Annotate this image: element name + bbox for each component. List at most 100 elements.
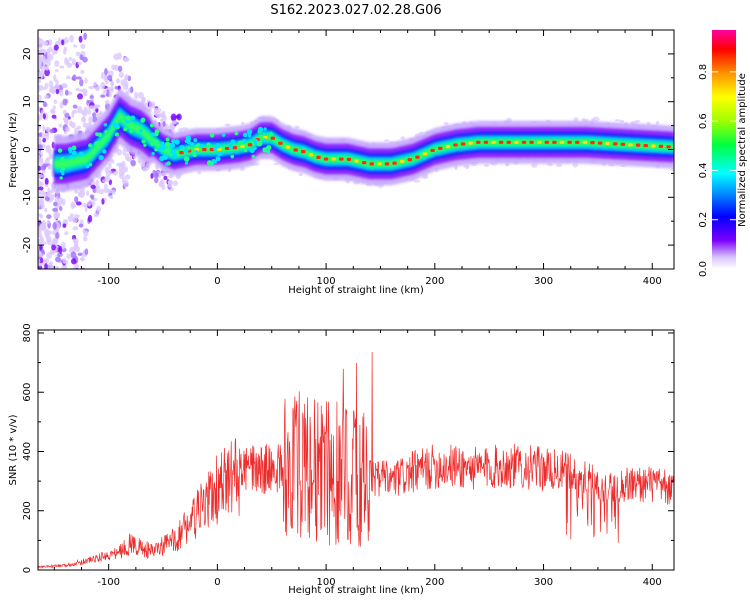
spectrogram-noise-blob [88,105,95,110]
spectrogram-noise-blob [53,44,59,51]
spectrogram-noise-blob [121,160,126,169]
colorbar-tick-label: 0.0 [698,261,709,277]
spectrogram-noise-blob [59,273,62,280]
spectrogram-noise-blob [39,181,44,186]
spectrogram-noise-blob [42,125,46,132]
spectrogram-peak [125,115,132,121]
spectrogram-peak [97,132,103,138]
spectrogram-noise-blob [137,91,144,99]
spectrogram-noise-blob [51,114,57,119]
spectrogram-noise-blob [55,212,61,219]
spectrogram-noise-blob [44,82,49,89]
spectrogram-noise-blob [90,184,96,189]
spectrogram-noise-blob [167,180,173,188]
spectrogram-peak [123,127,128,132]
spectrogram-noise-blob [123,179,129,188]
spectrogram-noise-blob [80,275,86,283]
spectrogram-noise-blob [80,43,86,49]
spectrogram-noise-blob [62,98,68,106]
spectrogram-noise-blob [80,278,86,284]
spectrogram-peak [251,154,255,159]
spectrogram-noise-blob [110,81,115,87]
spectrogram-noise-blob [46,275,49,279]
spectrogram-peak [183,148,189,153]
spectrogram-peak [199,143,204,149]
spectrogram-noise-blob [53,201,58,207]
spectrogram-noise-blob [93,104,100,109]
spectrogram-noise-blob [48,46,53,53]
spectrogram-noise-blob [124,174,131,180]
spectrogram-noise-blob [60,270,65,276]
spectrogram-noise-blob [50,187,55,194]
spectrogram-peak [174,139,180,145]
spectrogram-noise-blob [41,191,47,198]
spectrogram-noise-blob [96,205,101,213]
snr-ytick-label: 600 [22,383,33,402]
spectrogram-noise-blob [82,202,88,208]
spectrogram-noise-blob [52,278,58,282]
spectrogram-noise-blob [41,283,44,287]
spectrogram-peak [582,140,588,144]
spectrogram-ytick-label: -10 [22,189,33,205]
spectrogram-noise-blob [52,222,57,230]
spectrogram-noise-blob [400,136,406,140]
spectrogram-noise-blob [71,77,75,81]
spectrogram-noise-blob [619,119,624,123]
spectrogram-noise-blob [51,48,56,56]
spectrogram-noise-blob [614,119,621,122]
spectrogram-noise-blob [81,88,88,94]
spectrogram-noise-blob [52,274,57,279]
spectrogram-noise-blob [86,190,90,196]
spectrogram-noise-blob [83,230,89,237]
spectrogram-noise-blob [38,94,42,102]
spectrogram-ytick-label: 0 [22,146,33,152]
spectrogram-noise-blob [40,280,44,286]
spectrogram-peak [171,152,178,158]
spectrogram-noise-blob [72,226,79,231]
spectrogram-noise-blob [122,148,126,156]
spectrogram-noise-blob [465,165,470,170]
spectrogram-peak [59,176,63,180]
spectrogram-noise-blob [116,78,120,84]
spectrogram-noise-blob [71,58,76,66]
spectrogram-noise-blob [54,69,59,73]
spectrogram-noise-blob [159,178,165,186]
colorbar-tick-label: 0.6 [698,113,709,129]
spectrogram-noise-blob [60,284,65,288]
spectrogram-peak [243,148,248,153]
spectrogram-noise-blob [42,101,47,108]
spectrogram-peak [217,150,223,157]
spectrogram-noise-blob [38,154,41,162]
spectrogram-noise-blob [72,104,78,109]
snr-line [38,352,674,569]
spectrogram-peak [171,138,176,144]
spectrogram-noise-blob [73,44,78,48]
spectrogram-peak [361,161,367,165]
spectrogram-peak [422,152,428,156]
spectrogram-noise-blob [61,39,65,46]
spectrogram-peak [377,162,382,166]
spectrogram-noise-blob [38,44,43,49]
spectrogram-noise-blob [670,167,674,172]
spectrogram-peak [169,142,176,149]
spectrogram-noise-blob [483,163,490,168]
spectrogram-noise-blob [86,109,92,115]
spectrogram-noise-blob [125,90,130,96]
spectrogram-peak [285,145,291,149]
spectrogram-peak [206,142,211,147]
spectrogram-peak [153,139,160,145]
spectrogram-peak [339,157,344,161]
spectrogram-noise-blob [38,37,42,43]
spectrogram-peak [445,145,451,149]
snr-xtick-label: 300 [534,577,553,588]
spectrogram-x-label: Height of straight line (km) [288,285,424,296]
spectrogram-noise-blob [38,42,41,46]
spectrogram-noise-blob [46,144,51,150]
spectrogram-noise-blob [38,238,41,246]
spectrogram-noise-blob [74,188,79,194]
spectrogram-noise-blob [172,180,179,186]
spectrogram-peak [316,155,321,159]
spectrogram-noise-blob [66,58,70,66]
spectrogram-peak [184,161,189,165]
spectrogram-noise-blob [104,67,108,76]
